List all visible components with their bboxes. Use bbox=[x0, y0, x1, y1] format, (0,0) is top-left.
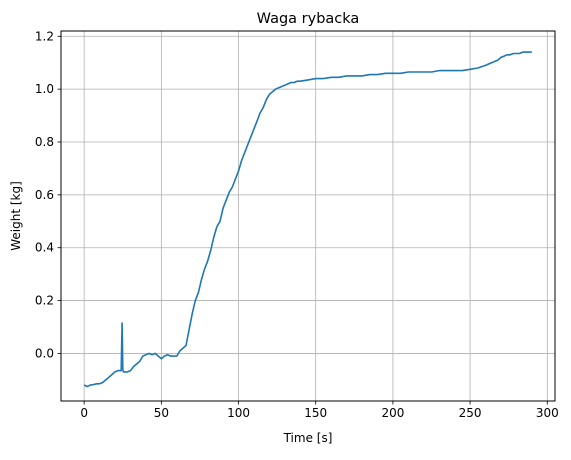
x-tick-label: 150 bbox=[304, 406, 327, 420]
y-tick-label: 1.0 bbox=[35, 82, 54, 96]
y-tick-label: 0.0 bbox=[35, 346, 54, 360]
y-tick-label: 0.6 bbox=[35, 188, 54, 202]
chart-title: Waga rybacka bbox=[257, 11, 360, 27]
series-layer bbox=[83, 51, 532, 388]
x-tick-label: 100 bbox=[227, 406, 250, 420]
y-tick-label: 0.8 bbox=[35, 135, 54, 149]
y-tick-label: 1.2 bbox=[35, 29, 54, 43]
x-tick-label: 250 bbox=[459, 406, 482, 420]
x-tick-label: 0 bbox=[80, 406, 88, 420]
data-line bbox=[83, 51, 532, 388]
plot-frame bbox=[60, 30, 556, 402]
x-tick-label: 300 bbox=[536, 406, 559, 420]
tick-layer: 0 50 100 150 200 250 300 0.0 0.2 0.4 0.6 0.8 1.0 1.2 bbox=[35, 29, 559, 420]
x-tick-label: 200 bbox=[381, 406, 404, 420]
x-tick-label: 50 bbox=[154, 406, 169, 420]
x-axis-label: Time [s] bbox=[283, 431, 333, 445]
y-tick-label: 0.2 bbox=[35, 294, 54, 308]
y-tick-label: 0.4 bbox=[35, 241, 54, 255]
y-axis-label: Weight [kg] bbox=[9, 181, 23, 251]
grid-layer bbox=[61, 31, 555, 401]
